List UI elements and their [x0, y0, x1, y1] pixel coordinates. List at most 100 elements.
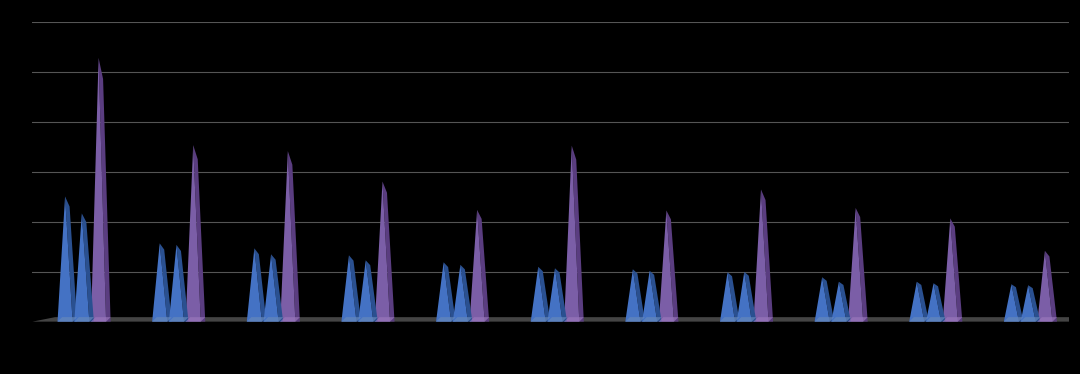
Polygon shape — [91, 317, 110, 322]
Polygon shape — [530, 317, 551, 322]
Polygon shape — [1004, 317, 1024, 322]
Polygon shape — [176, 245, 189, 322]
Polygon shape — [659, 317, 678, 322]
Polygon shape — [564, 145, 579, 322]
Polygon shape — [564, 317, 584, 322]
Polygon shape — [909, 317, 929, 322]
Polygon shape — [832, 282, 847, 322]
Polygon shape — [264, 317, 283, 322]
Polygon shape — [186, 317, 205, 322]
Polygon shape — [477, 210, 489, 322]
Polygon shape — [832, 317, 851, 322]
Polygon shape — [271, 254, 283, 322]
Polygon shape — [625, 269, 640, 322]
Polygon shape — [571, 145, 584, 322]
Polygon shape — [633, 269, 645, 322]
Polygon shape — [82, 214, 94, 322]
Polygon shape — [152, 317, 172, 322]
Polygon shape — [814, 317, 834, 322]
Polygon shape — [470, 317, 489, 322]
Polygon shape — [32, 317, 1080, 322]
Polygon shape — [247, 248, 261, 322]
Polygon shape — [744, 272, 756, 322]
Polygon shape — [436, 317, 456, 322]
Polygon shape — [1011, 284, 1024, 322]
Polygon shape — [917, 282, 929, 322]
Polygon shape — [1045, 251, 1057, 322]
Polygon shape — [160, 243, 172, 322]
Polygon shape — [375, 317, 394, 322]
Polygon shape — [98, 58, 110, 322]
Polygon shape — [943, 218, 958, 322]
Polygon shape — [814, 277, 829, 322]
Polygon shape — [75, 214, 90, 322]
Polygon shape — [436, 262, 451, 322]
Polygon shape — [848, 208, 863, 322]
Polygon shape — [453, 265, 468, 322]
Polygon shape — [909, 282, 924, 322]
Polygon shape — [933, 283, 946, 322]
Polygon shape — [926, 283, 941, 322]
Polygon shape — [643, 317, 662, 322]
Polygon shape — [650, 271, 662, 322]
Polygon shape — [625, 317, 645, 322]
Polygon shape — [91, 58, 106, 322]
Polygon shape — [754, 317, 773, 322]
Polygon shape — [1038, 317, 1057, 322]
Polygon shape — [926, 317, 946, 322]
Polygon shape — [341, 255, 356, 322]
Polygon shape — [349, 255, 361, 322]
Polygon shape — [1021, 285, 1036, 322]
Polygon shape — [152, 243, 167, 322]
Polygon shape — [666, 211, 678, 322]
Polygon shape — [839, 282, 851, 322]
Polygon shape — [720, 317, 740, 322]
Polygon shape — [57, 317, 77, 322]
Polygon shape — [65, 196, 77, 322]
Polygon shape — [470, 210, 485, 322]
Polygon shape — [822, 277, 834, 322]
Polygon shape — [548, 317, 567, 322]
Polygon shape — [288, 151, 300, 322]
Polygon shape — [359, 260, 374, 322]
Polygon shape — [1004, 284, 1018, 322]
Polygon shape — [754, 190, 769, 322]
Polygon shape — [444, 262, 456, 322]
Polygon shape — [855, 208, 867, 322]
Polygon shape — [737, 317, 756, 322]
Polygon shape — [375, 181, 390, 322]
Polygon shape — [57, 196, 72, 322]
Polygon shape — [848, 317, 867, 322]
Polygon shape — [264, 254, 279, 322]
Polygon shape — [728, 272, 740, 322]
Polygon shape — [168, 317, 189, 322]
Polygon shape — [555, 268, 567, 322]
Polygon shape — [460, 265, 472, 322]
Polygon shape — [186, 145, 201, 322]
Polygon shape — [548, 268, 563, 322]
Polygon shape — [366, 260, 378, 322]
Polygon shape — [247, 317, 267, 322]
Polygon shape — [359, 317, 378, 322]
Polygon shape — [659, 211, 674, 322]
Polygon shape — [281, 317, 300, 322]
Polygon shape — [761, 190, 773, 322]
Polygon shape — [1038, 251, 1052, 322]
Polygon shape — [193, 145, 205, 322]
Polygon shape — [254, 248, 267, 322]
Polygon shape — [1028, 285, 1040, 322]
Polygon shape — [737, 272, 752, 322]
Polygon shape — [75, 317, 94, 322]
Polygon shape — [168, 245, 184, 322]
Polygon shape — [530, 267, 545, 322]
Polygon shape — [720, 272, 735, 322]
Polygon shape — [643, 271, 657, 322]
Polygon shape — [538, 267, 551, 322]
Polygon shape — [1021, 317, 1040, 322]
Polygon shape — [950, 218, 962, 322]
Polygon shape — [341, 317, 361, 322]
Polygon shape — [382, 181, 394, 322]
Polygon shape — [453, 317, 472, 322]
Polygon shape — [281, 151, 295, 322]
Polygon shape — [943, 317, 962, 322]
